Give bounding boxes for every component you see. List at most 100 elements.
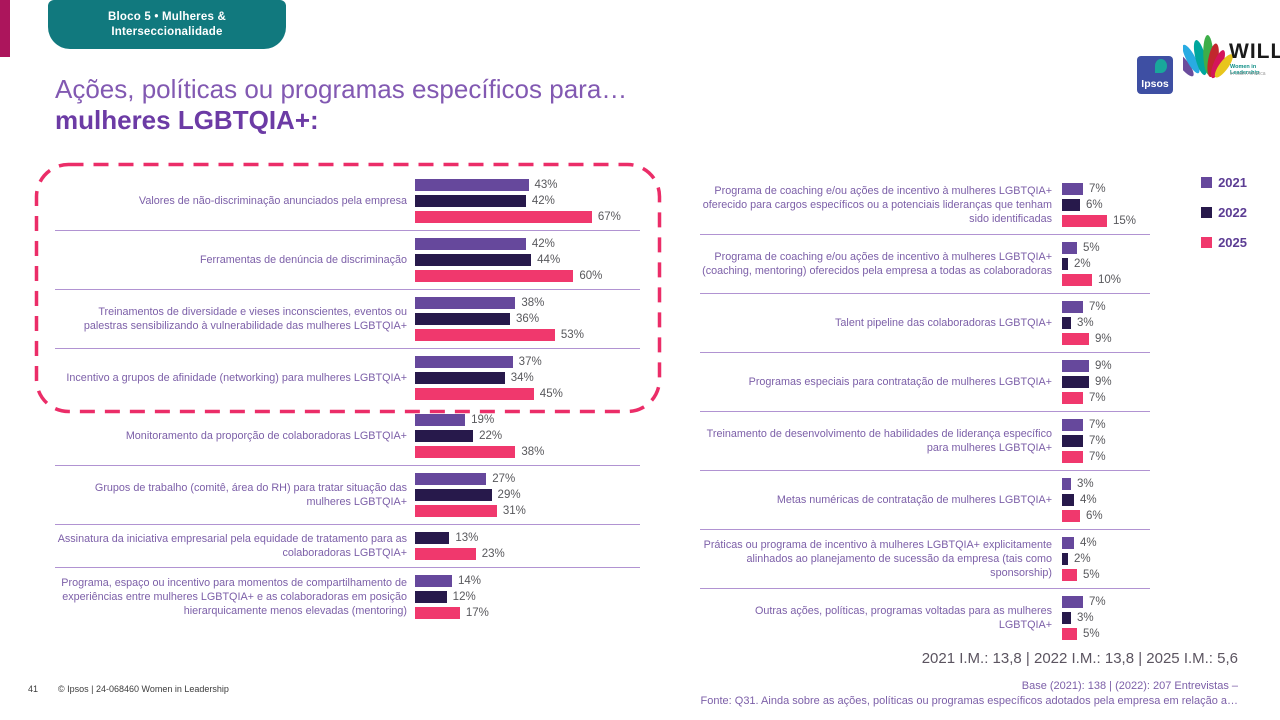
bar-row: 5% xyxy=(1062,242,1150,254)
bar-row: 9% xyxy=(1062,360,1150,372)
bar-2025 xyxy=(415,388,534,400)
bar-2021 xyxy=(415,575,452,587)
value-label: 2% xyxy=(1074,258,1091,270)
ipsos-swirl-icon xyxy=(1155,59,1167,73)
bar-2022 xyxy=(1062,553,1068,565)
category-label: Outras ações, políticas, programas volta… xyxy=(754,604,1052,631)
bar-2025 xyxy=(1062,333,1089,345)
bar-2022 xyxy=(415,591,447,603)
value-label: 2% xyxy=(1074,553,1091,565)
bar-row: 4% xyxy=(1062,494,1150,506)
page-title: Ações, políticas ou programas específico… xyxy=(55,74,627,135)
value-label: 7% xyxy=(1089,596,1106,608)
bar-2022 xyxy=(415,254,532,266)
bar-group: 14% 12% 17% xyxy=(415,573,640,621)
bar-2022 xyxy=(1062,199,1080,211)
bar-row: 7% xyxy=(1062,183,1150,195)
bar-2022 xyxy=(1062,317,1071,329)
category-label: Programa, espaço ou incentivo para momen… xyxy=(61,576,407,618)
bar-2025 xyxy=(415,211,592,223)
value-label: 5% xyxy=(1083,569,1100,581)
category-label: Programa de coaching e/ou ações de incen… xyxy=(702,184,1052,226)
chart-row: Monitoramento da proporção de colaborado… xyxy=(55,407,640,466)
value-label: 15% xyxy=(1113,215,1137,227)
bar-2025 xyxy=(415,607,460,619)
bar-2021 xyxy=(415,179,529,191)
value-label: 9% xyxy=(1095,360,1112,372)
value-label: 29% xyxy=(497,489,521,501)
value-label: 14% xyxy=(457,575,481,587)
chart-legend: 2021 2022 2025 xyxy=(1201,175,1247,265)
bar-group: 7% 3% 5% xyxy=(1062,594,1150,642)
will-logo-subtitle1: Women in Leadership xyxy=(1230,64,1260,76)
value-label: 4% xyxy=(1080,494,1097,506)
bar-group: 7% 7% 7% xyxy=(1062,417,1150,465)
bar-2022 xyxy=(415,532,450,544)
value-label: 23% xyxy=(481,548,505,560)
bar-row: 53% xyxy=(415,329,640,341)
bar-2021 xyxy=(1062,301,1083,313)
top-left-accent-bar xyxy=(0,0,10,57)
bar-row: 4% xyxy=(1062,537,1150,549)
bar-2022 xyxy=(1062,494,1074,506)
copyright-text: © Ipsos | 24-068460 Women in Leadership xyxy=(58,684,229,694)
bar-row: 36% xyxy=(415,313,640,325)
bar-row: 6% xyxy=(1062,510,1150,522)
bar-row: 43% xyxy=(415,179,640,191)
bar-row: 5% xyxy=(1062,569,1150,581)
bar-group: 9% 9% 7% xyxy=(1062,358,1150,406)
bar-row: 9% xyxy=(1062,333,1150,345)
bar-2021 xyxy=(1062,183,1083,195)
bar-row: 10% xyxy=(1062,274,1150,286)
value-label: 13% xyxy=(455,532,479,544)
base-note: Base (2021): 138 | (2022): 207 Entrevist… xyxy=(1021,680,1238,692)
bar-2022 xyxy=(1062,258,1068,270)
value-label: 9% xyxy=(1095,333,1112,345)
chart-row: Grupos de trabalho (comitê, área do RH) … xyxy=(55,466,640,525)
bar-row: 27% xyxy=(415,473,640,485)
bar-row: 2% xyxy=(1062,258,1150,270)
value-label: 6% xyxy=(1086,510,1103,522)
value-label: 7% xyxy=(1089,301,1106,313)
chart-row: Outras ações, políticas, programas volta… xyxy=(700,589,1150,647)
bar-2022 xyxy=(415,195,526,207)
category-label: Incentivo a grupos de afinidade (network… xyxy=(66,371,407,384)
value-label: 3% xyxy=(1077,612,1094,624)
chart-row: Treinamentos de diversidade e vieses inc… xyxy=(55,290,640,349)
category-label: Valores de não-discriminação anunciados … xyxy=(138,194,407,207)
bar-row: 13% xyxy=(415,532,640,544)
category-label: Assinatura da iniciativa empresarial pel… xyxy=(57,532,407,559)
bar-2021 xyxy=(415,414,466,426)
ipsos-logo: Ipsos xyxy=(1137,56,1173,94)
bar-row: 45% xyxy=(415,388,640,400)
chart-row: Metas numéricas de contratação de mulher… xyxy=(700,471,1150,530)
legend-swatch-2021 xyxy=(1201,177,1213,188)
bar-2022 xyxy=(1062,376,1089,388)
bar-2021 xyxy=(415,297,516,309)
bar-row: 12% xyxy=(415,591,640,603)
bar-2021 xyxy=(1062,419,1083,431)
value-label: 60% xyxy=(579,270,603,282)
value-label: 12% xyxy=(452,591,476,603)
footer-left: 41 © Ipsos | 24-068460 Women in Leadersh… xyxy=(28,684,229,694)
chart-row: Valores de não-discriminação anunciados … xyxy=(55,172,640,231)
value-label: 38% xyxy=(521,446,545,458)
bar-group: 37% 34% 45% xyxy=(415,354,640,402)
value-label: 4% xyxy=(1080,537,1097,549)
bar-group: 3% 4% 6% xyxy=(1062,476,1150,524)
legend-item-2022: 2022 xyxy=(1201,205,1247,220)
bar-chart-left-panel: Valores de não-discriminação anunciados … xyxy=(55,172,640,626)
bar-row: 67% xyxy=(415,211,640,223)
will-logo: WILL Women in Leadership in Latin Americ… xyxy=(1173,24,1280,94)
value-label: 37% xyxy=(518,356,542,368)
value-label: 7% xyxy=(1089,183,1106,195)
bar-row: 22% xyxy=(415,430,640,442)
bar-2022 xyxy=(415,313,511,325)
bar-group: 27% 29% 31% xyxy=(415,471,640,519)
bar-row: 19% xyxy=(415,414,640,426)
value-label: 36% xyxy=(516,313,540,325)
bar-2025 xyxy=(1062,451,1083,463)
bar-2025 xyxy=(1062,569,1077,581)
category-label: Grupos de trabalho (comitê, área do RH) … xyxy=(94,481,407,508)
bar-row: 7% xyxy=(1062,435,1150,447)
